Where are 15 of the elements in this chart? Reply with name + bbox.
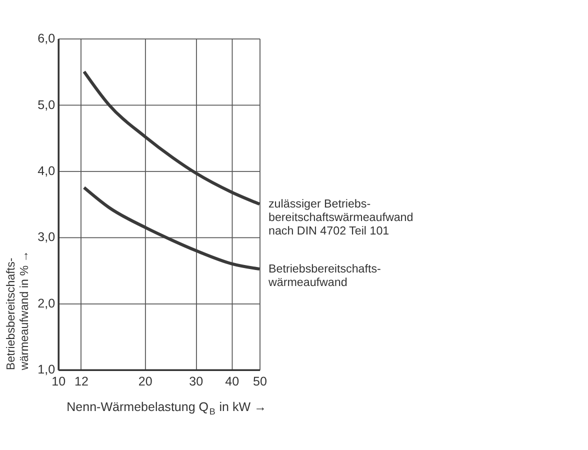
y-tick-label: 1,0 [38, 362, 56, 377]
y-tick-label: 5,0 [38, 98, 56, 112]
y-axis-title: Betriebsbereitschafts- wärmeaufwand in % → [4, 250, 31, 372]
y-tick-label: 4,0 [38, 164, 56, 178]
y-tick-label: 2,0 [38, 296, 56, 310]
series-label: zulässiger Betriebs- bereitschaftswärmeaufwand nach DIN 4702 Teil 101 [268, 198, 414, 238]
x-tick-label: 40 [225, 374, 240, 388]
x-tick-label: 30 [189, 374, 204, 388]
x-tick-label: 50 [253, 374, 267, 388]
y-tick-label: 6,0 [38, 32, 56, 46]
x-tick-label: 20 [138, 374, 152, 388]
x-tick-label: 10 [52, 374, 66, 388]
x-tick-label: 12 [74, 374, 88, 388]
y-tick-label: 3,0 [38, 230, 56, 244]
series-label: Betriebsbereitschafts- wärmeaufwand [267, 262, 382, 290]
